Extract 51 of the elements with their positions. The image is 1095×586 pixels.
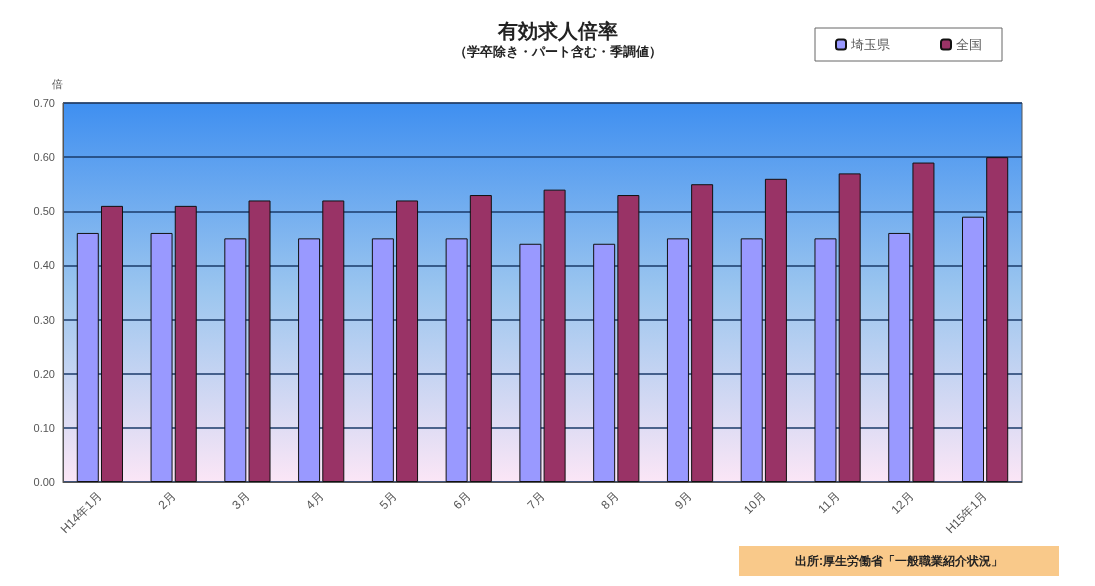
y-tick-label: 0.30 (33, 313, 55, 326)
x-tick-label: 11月 (815, 489, 843, 517)
bar (593, 243, 616, 482)
x-tick-label: 7月 (524, 489, 548, 513)
bar (322, 200, 345, 482)
bar (248, 200, 271, 482)
y-tick-label: 0.60 (33, 151, 55, 164)
y-tick-label: 0.10 (33, 421, 55, 434)
x-tick-label: 12月 (888, 489, 917, 517)
x-tick-label: H15年1月 (942, 489, 991, 537)
x-tick-label: 6月 (450, 489, 474, 513)
bar (986, 157, 1009, 482)
x-tick-label: 4月 (303, 489, 327, 513)
bar (76, 232, 99, 482)
bar (371, 238, 394, 482)
x-tick-label: 8月 (598, 489, 622, 513)
bar (814, 238, 837, 482)
bar (396, 200, 419, 482)
x-tick-label: 10月 (740, 489, 769, 517)
bar (469, 195, 492, 482)
bar (617, 195, 640, 482)
y-axis-title: 倍 (52, 77, 63, 90)
x-tick-label: 9月 (671, 489, 695, 513)
bar (150, 232, 173, 482)
bar (838, 173, 861, 482)
bar (666, 238, 689, 482)
x-tick-label: 5月 (376, 489, 400, 513)
bar (298, 238, 321, 482)
x-tick-label: 2月 (155, 489, 179, 513)
text: 出所:厚生労働省「一般職業紹介状況」 (795, 554, 1003, 568)
bar (100, 205, 123, 482)
y-tick-label: 0.70 (33, 97, 55, 109)
legend-label: 全国 (956, 37, 982, 52)
chart-title: 有効求人倍率 (497, 20, 618, 42)
bar (174, 205, 197, 482)
x-tick-label: 3月 (229, 489, 253, 513)
y-tick-label: 0.50 (33, 205, 55, 218)
bar (740, 238, 763, 482)
y-tick-label: 0.20 (33, 367, 55, 380)
bar (224, 238, 247, 482)
bar (912, 162, 935, 482)
legend-label: 埼玉県 (850, 37, 890, 52)
y-tick-label: 0.40 (33, 259, 55, 272)
bar (691, 184, 714, 482)
x-tick-label: H14年1月 (57, 489, 105, 537)
bar (445, 238, 468, 482)
bar (764, 178, 787, 482)
y-tick-label: 0.00 (33, 476, 55, 488)
chart-subtitle: （学卒除き・パート含む・季調値） (454, 44, 662, 59)
bar (962, 216, 985, 482)
bar (888, 232, 911, 482)
